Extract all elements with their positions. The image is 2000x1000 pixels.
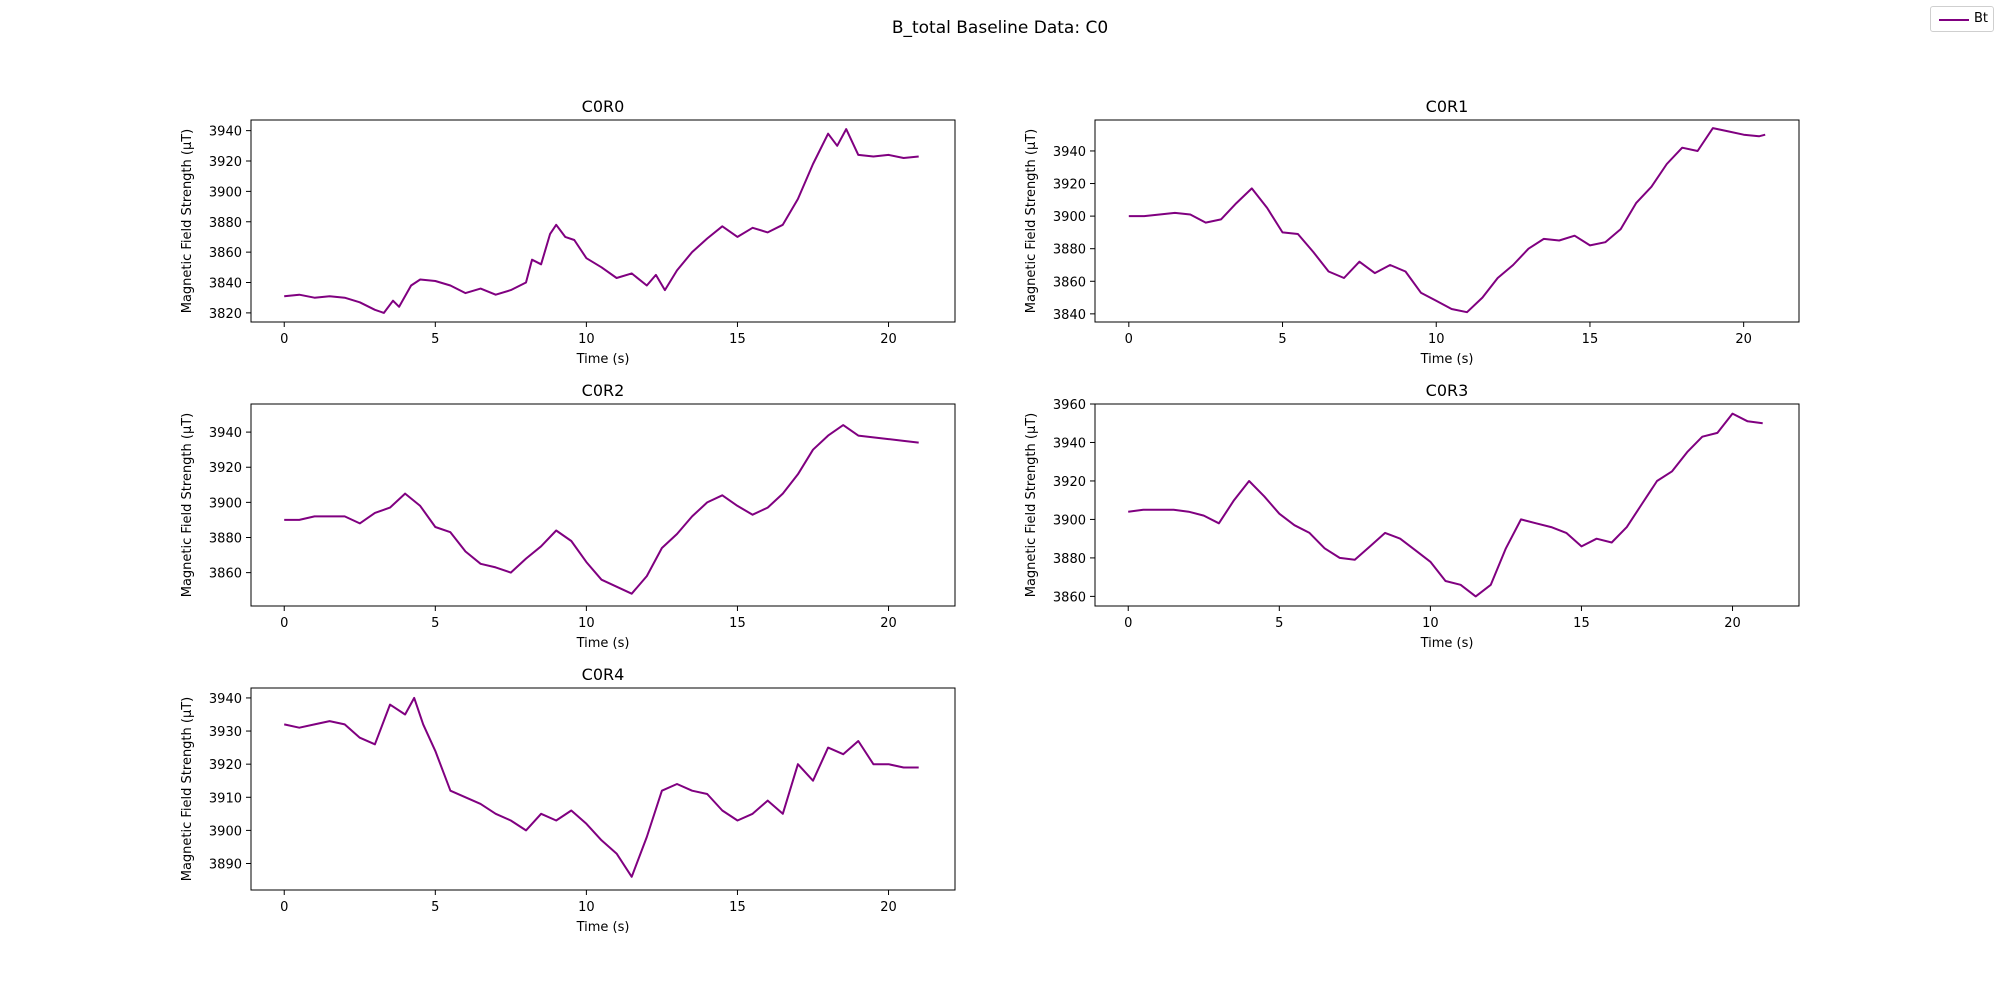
axes-frame [250, 403, 956, 607]
y-tick-label: 3920 [209, 155, 242, 170]
y-tick-label: 3900 [1053, 513, 1086, 528]
series-line-bt [283, 696, 919, 878]
y-tick-label: 3880 [1053, 552, 1086, 567]
y-tick-label: 3920 [1053, 475, 1086, 490]
y-tick-label: 3940 [1053, 436, 1086, 451]
y-tick-label: 3860 [1053, 275, 1086, 290]
y-axis-label: Magnetic Field Strength (μT) [1024, 129, 1039, 314]
y-tick-label: 3900 [1053, 210, 1086, 225]
subplot-title: C0R2 [582, 381, 625, 400]
axes-frame [1094, 403, 1800, 607]
x-tick-label: 10 [578, 616, 595, 631]
y-tick-label: 3920 [1053, 178, 1086, 193]
y-tick-label: 3900 [209, 496, 242, 511]
subplot-c0r1: C0R1 0 5 10 15 20 3840 3860 3880 3900 3920 3940 Time… [1024, 97, 1800, 367]
y-tick-label: 3940 [209, 125, 242, 140]
y-tick-label: 3860 [1053, 590, 1086, 605]
series-line-bt [1128, 412, 1763, 598]
y-tick-label: 3880 [209, 216, 242, 231]
y-tick-label: 3910 [209, 791, 242, 806]
subplot-c0r2: C0R2 0 5 10 15 20 3860 3880 3900 3920 3940 Time (s)… [180, 381, 956, 651]
x-tick-label: 0 [1124, 616, 1132, 631]
subplot-c0r0: C0R0 0 5 10 15 20 3820 3840 3860 3880 3900 3920 3940… [180, 97, 956, 367]
x-axis-label: Time (s) [576, 636, 630, 651]
y-tick-label: 3880 [1053, 243, 1086, 258]
subplot-title: C0R3 [1426, 381, 1469, 400]
x-tick-label: 0 [280, 900, 288, 915]
x-tick-label: 10 [578, 900, 595, 915]
x-tick-label: 10 [1428, 332, 1445, 347]
series-line-bt [1128, 127, 1766, 314]
x-tick-label: 10 [578, 332, 595, 347]
x-tick-label: 20 [880, 332, 897, 347]
y-tick-label: 3940 [209, 426, 242, 441]
x-tick-label: 20 [880, 616, 897, 631]
x-tick-label: 15 [1573, 616, 1590, 631]
x-tick-label: 15 [1582, 332, 1599, 347]
axes-frame [1094, 119, 1800, 323]
y-axis-label: Magnetic Field Strength (μT) [180, 129, 195, 314]
legend-line-swatch [1939, 19, 1969, 21]
figure-title: B_total Baseline Data: C0 [892, 18, 1108, 38]
y-tick-label: 3920 [209, 461, 242, 476]
y-tick-label: 3860 [209, 567, 242, 582]
y-tick-label: 3820 [209, 307, 242, 322]
y-axis-label: Magnetic Field Strength (μT) [180, 697, 195, 882]
subplot-title: C0R4 [582, 665, 625, 684]
x-tick-label: 5 [431, 332, 439, 347]
y-tick-label: 3940 [209, 692, 242, 707]
subplot-c0r4: C0R4 0 5 10 15 20 3890 3900 3910 3920 3930 3940 Time… [180, 665, 956, 935]
y-axis-label: Magnetic Field Strength (μT) [180, 413, 195, 598]
y-tick-label: 3880 [209, 531, 242, 546]
y-tick-label: 3840 [1053, 308, 1086, 323]
subplot-title: C0R0 [582, 97, 625, 116]
legend: Bt [1930, 6, 1994, 32]
x-tick-label: 5 [431, 900, 439, 915]
x-tick-label: 5 [1278, 332, 1286, 347]
x-tick-label: 0 [280, 616, 288, 631]
y-tick-label: 3940 [1053, 145, 1086, 160]
y-tick-label: 3860 [209, 246, 242, 261]
x-axis-label: Time (s) [1420, 352, 1474, 367]
x-tick-label: 15 [729, 900, 746, 915]
y-tick-label: 3890 [209, 858, 242, 873]
legend-label: Bt [1974, 11, 1989, 26]
series-line-bt [284, 128, 919, 314]
x-axis-label: Time (s) [576, 920, 630, 935]
x-axis-label: Time (s) [1420, 636, 1474, 651]
subplots-group: C0R0 0 5 10 15 20 3820 3840 3860 3880 3900 3920 3940… [180, 97, 1800, 935]
x-tick-label: 20 [1735, 332, 1752, 347]
y-axis-label: Magnetic Field Strength (μT) [1024, 413, 1039, 598]
x-tick-label: 15 [729, 616, 746, 631]
series-line-bt [284, 424, 919, 595]
subplot-title: C0R1 [1426, 97, 1469, 116]
x-tick-label: 10 [1422, 616, 1439, 631]
x-tick-label: 20 [1724, 616, 1741, 631]
y-tick-label: 3930 [209, 725, 242, 740]
subplot-c0r3: C0R3 0 5 10 15 20 3860 3880 3900 3920 3940 3960 Time… [1024, 381, 1800, 651]
x-tick-label: 15 [729, 332, 746, 347]
x-axis-label: Time (s) [576, 352, 630, 367]
y-tick-label: 3840 [209, 277, 242, 292]
y-tick-label: 3900 [209, 185, 242, 200]
y-tick-label: 3960 [1053, 398, 1086, 413]
x-tick-label: 5 [431, 616, 439, 631]
y-tick-label: 3900 [209, 824, 242, 839]
axes-frame [250, 687, 956, 891]
x-tick-label: 0 [1125, 332, 1133, 347]
x-tick-label: 5 [1275, 616, 1283, 631]
axes-frame [250, 119, 956, 323]
y-tick-label: 3920 [209, 758, 242, 773]
x-tick-label: 20 [880, 900, 897, 915]
x-tick-label: 0 [280, 332, 288, 347]
